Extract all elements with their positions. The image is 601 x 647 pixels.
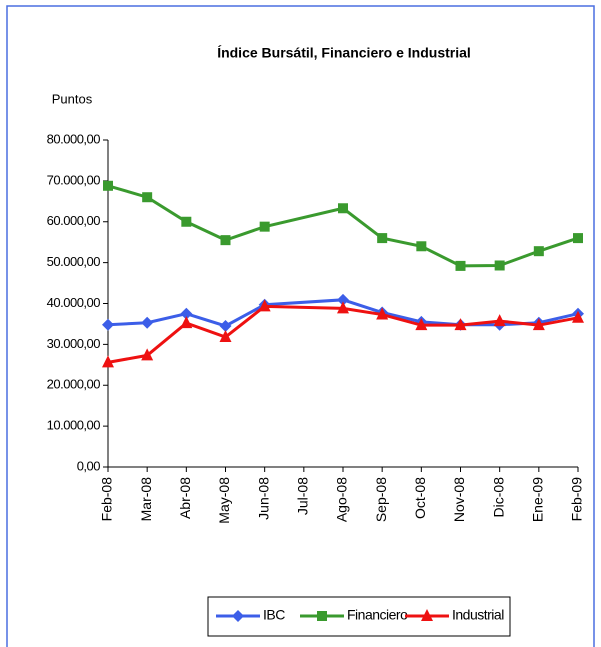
x-tick-label: Nov-08 bbox=[451, 477, 467, 522]
marker bbox=[532, 318, 545, 331]
legend-label: Financiero bbox=[347, 607, 408, 623]
marker bbox=[258, 299, 271, 312]
marker bbox=[533, 246, 544, 257]
marker bbox=[573, 233, 583, 244]
marker bbox=[141, 348, 154, 361]
y-axis-label: Puntos bbox=[52, 91, 93, 106]
marker bbox=[416, 241, 427, 252]
x-tick-label: Sep-08 bbox=[373, 477, 389, 522]
x-tick-label: Abr-08 bbox=[177, 477, 193, 519]
marker bbox=[180, 316, 193, 329]
marker bbox=[232, 610, 244, 622]
y-tick-label: 30.000,00 bbox=[47, 336, 101, 351]
x-tick-label: Ene-09 bbox=[530, 477, 546, 522]
marker bbox=[317, 611, 327, 621]
marker bbox=[181, 216, 192, 227]
marker bbox=[338, 203, 348, 214]
marker bbox=[493, 314, 506, 327]
marker bbox=[455, 260, 466, 271]
marker bbox=[337, 293, 349, 306]
marker bbox=[454, 318, 467, 331]
x-tick-label: Jul-08 bbox=[295, 477, 311, 515]
marker bbox=[141, 316, 154, 329]
marker bbox=[102, 355, 114, 368]
y-tick-label: 80.000,00 bbox=[47, 131, 101, 146]
marker bbox=[337, 301, 349, 314]
x-tick-label: Feb-08 bbox=[99, 477, 115, 522]
marker bbox=[377, 233, 388, 244]
x-tick-label: May-08 bbox=[216, 477, 232, 524]
marker bbox=[219, 319, 232, 332]
marker bbox=[102, 318, 114, 331]
x-tick-label: Mar-08 bbox=[138, 477, 154, 522]
legend-label: IBC bbox=[263, 607, 285, 623]
marker bbox=[220, 235, 231, 246]
y-tick-label: 60.000,00 bbox=[47, 213, 101, 228]
x-tick-label: Feb-09 bbox=[569, 477, 585, 522]
marker bbox=[415, 318, 428, 331]
marker bbox=[219, 330, 232, 343]
marker bbox=[259, 221, 270, 232]
chart-border bbox=[6, 5, 595, 647]
marker bbox=[572, 310, 584, 323]
x-tick-label: Ago-08 bbox=[334, 477, 350, 522]
marker bbox=[494, 260, 505, 271]
legend-label: Industrial bbox=[452, 607, 504, 623]
x-tick-label: Oct-08 bbox=[412, 477, 428, 519]
marker bbox=[376, 307, 389, 320]
chart-title: Índice Bursátil, Financiero e Industrial bbox=[217, 45, 471, 61]
series-line bbox=[107, 298, 579, 328]
series-line bbox=[107, 304, 579, 364]
marker bbox=[142, 192, 153, 203]
y-tick-label: 70.000,00 bbox=[47, 172, 101, 187]
marker bbox=[180, 307, 193, 320]
y-tick-label: 10.000,00 bbox=[47, 418, 101, 433]
x-tick-label: Dic-08 bbox=[490, 477, 506, 518]
marker bbox=[103, 180, 113, 191]
y-tick-label: 0,00 bbox=[77, 458, 101, 473]
y-tick-label: 40.000,00 bbox=[47, 295, 101, 310]
y-tick-label: 20.000,00 bbox=[47, 377, 101, 392]
x-tick-label: Jun-08 bbox=[255, 477, 271, 520]
series-line bbox=[107, 184, 579, 268]
y-tick-label: 50.000,00 bbox=[47, 254, 101, 269]
marker bbox=[421, 609, 433, 621]
